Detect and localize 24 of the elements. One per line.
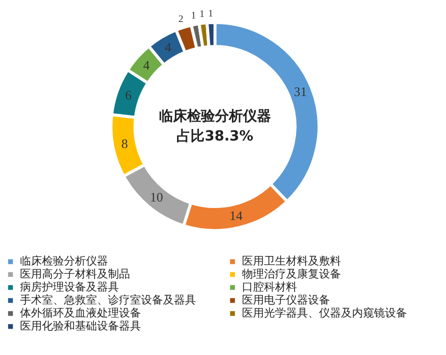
legend-label: 体外循环及血液处理设备 [20, 306, 141, 320]
data-label: 8 [121, 136, 128, 152]
legend-label: 病房护理设备及器具 [20, 280, 119, 294]
legend-label: 临床检验分析仪器 [20, 254, 108, 268]
legend-label: 医用卫生材料及敷料 [242, 254, 341, 268]
legend-label: 手术室、急救室、诊疗室设备及器具 [20, 294, 196, 306]
data-label: 10 [150, 189, 163, 204]
text: 临床检验分析仪器 [159, 108, 271, 124]
legend-label: 医用电子仪器设备 [242, 294, 330, 306]
data-label: 6 [125, 87, 132, 102]
data-label: 2 [178, 14, 184, 25]
legend-label: 医用化验和基础设备器具 [20, 320, 141, 332]
legend-label: 口腔科材料 [242, 280, 297, 294]
text: 占比38.3% [176, 128, 254, 144]
legend-label: 物理治疗及康复设备 [242, 268, 341, 280]
data-label: 1 [208, 8, 214, 20]
data-label: 14 [229, 208, 243, 224]
data-label: 1 [200, 9, 205, 20]
legend-label: 医用光学器具、仪器及内窥镜设备 [242, 306, 407, 320]
data-label: 31 [294, 84, 307, 100]
data-label: 1 [190, 10, 196, 22]
data-label: 4 [164, 39, 172, 54]
legend-label: 医用高分子材料及制品 [20, 268, 130, 280]
data-label: 4 [143, 57, 150, 72]
